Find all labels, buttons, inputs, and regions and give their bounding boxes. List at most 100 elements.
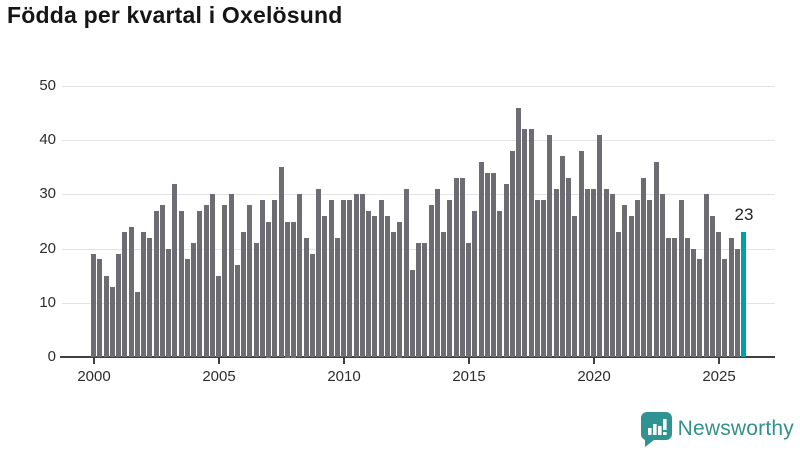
bar [210, 194, 215, 357]
bar [616, 232, 621, 357]
bar [185, 259, 190, 357]
bar [204, 205, 209, 357]
bar [672, 238, 677, 357]
bar [141, 232, 146, 357]
bar [397, 222, 402, 358]
bar [554, 189, 559, 357]
bar [435, 189, 440, 357]
bar [447, 200, 452, 357]
x-axis-tick [343, 358, 345, 364]
y-axis-tick-label: 40 [39, 131, 56, 148]
bar [510, 151, 515, 357]
y-axis-tick-label: 10 [39, 294, 56, 311]
x-axis-tick-label: 2010 [327, 368, 361, 385]
bar [122, 232, 127, 357]
x-axis-line [60, 356, 775, 358]
bar [347, 200, 352, 357]
gridline-y-30 [62, 194, 775, 195]
bar [572, 216, 577, 357]
bar [704, 194, 709, 357]
bar [410, 270, 415, 357]
bar [254, 243, 259, 357]
bar [697, 259, 702, 357]
bar [585, 189, 590, 357]
x-axis-tick [218, 358, 220, 364]
bar [266, 222, 271, 358]
bar [504, 184, 509, 357]
latest-value-label: 23 [734, 205, 754, 224]
bar [379, 200, 384, 357]
bar [172, 184, 177, 357]
gridline-y-40 [62, 140, 775, 141]
bar [666, 238, 671, 357]
bar [179, 211, 184, 357]
bar [229, 194, 234, 357]
bar [710, 216, 715, 357]
bar [335, 238, 340, 357]
bar [216, 276, 221, 357]
bar [154, 211, 159, 357]
x-axis-tick-label: 2000 [77, 368, 111, 385]
bar [404, 189, 409, 357]
x-axis-tick-label: 2015 [452, 368, 486, 385]
x-axis-tick [93, 358, 95, 364]
bar [541, 200, 546, 357]
bar [235, 265, 240, 357]
bar [522, 129, 527, 357]
newsworthy-icon [640, 412, 672, 447]
bar [579, 151, 584, 357]
bar [341, 200, 346, 357]
bar [622, 205, 627, 357]
bar [641, 178, 646, 357]
bar [466, 243, 471, 357]
y-axis-tick-label: 50 [39, 77, 56, 94]
bar [479, 162, 484, 357]
bar [247, 205, 252, 357]
x-axis-tick [718, 358, 720, 364]
x-axis-tick-label: 2025 [702, 368, 736, 385]
bar [460, 178, 465, 357]
bar [160, 205, 165, 357]
bar [497, 211, 502, 357]
bar [366, 211, 371, 357]
bar [329, 200, 334, 357]
bar [416, 243, 421, 357]
bar [635, 200, 640, 357]
bar [691, 249, 696, 357]
bar [654, 162, 659, 357]
bar [679, 200, 684, 357]
bar [304, 238, 309, 357]
y-axis-tick-label: 0 [47, 348, 56, 365]
bar [291, 222, 296, 358]
bar [360, 194, 365, 357]
bar [597, 135, 602, 357]
bar [322, 216, 327, 357]
x-axis-tick-label: 2020 [577, 368, 611, 385]
bar [547, 135, 552, 357]
bar [241, 232, 246, 357]
x-axis-tick [468, 358, 470, 364]
bar [354, 194, 359, 357]
bar [166, 249, 171, 357]
bar [429, 205, 434, 357]
bar [491, 173, 496, 357]
bar [297, 194, 302, 357]
x-axis-tick-label: 2005 [202, 368, 236, 385]
bar [97, 259, 102, 357]
bar [422, 243, 427, 357]
bar [391, 232, 396, 357]
newsworthy-logo-text: Newsworthy [677, 417, 794, 440]
bar [272, 200, 277, 357]
bar [472, 211, 477, 357]
bar [285, 222, 290, 358]
bar [316, 189, 321, 357]
bar [91, 254, 96, 357]
bar [591, 189, 596, 357]
bar [604, 189, 609, 357]
newsworthy-logo: Newsworthy [639, 411, 794, 447]
bar [647, 200, 652, 357]
bar [722, 259, 727, 357]
bar [129, 227, 134, 357]
